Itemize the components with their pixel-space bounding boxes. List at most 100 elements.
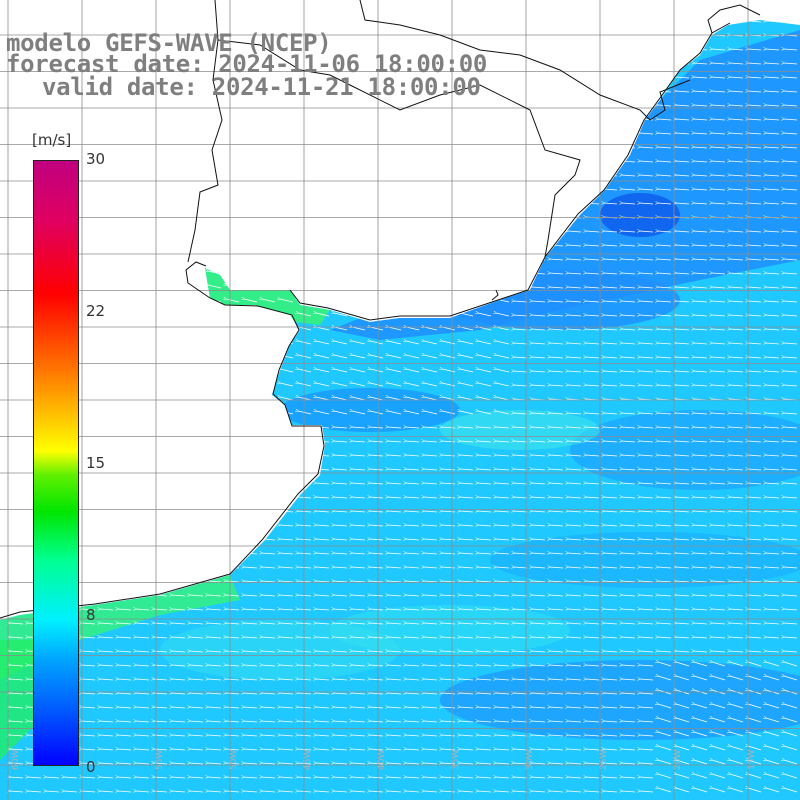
wind-arrow [316, 173, 330, 177]
wind-arrow [658, 21, 672, 22]
wind-arrow [10, 229, 24, 233]
wind-arrow [784, 63, 798, 64]
wind-arrow [532, 413, 546, 414]
wind-arrow [766, 469, 780, 470]
wind-arrow [694, 315, 708, 316]
wind-arrow [172, 455, 186, 456]
wind-arrow [388, 355, 402, 359]
wind-arrow [136, 243, 150, 247]
wind-arrow [694, 413, 708, 414]
wind-arrow [694, 91, 708, 92]
wind-arrow [208, 201, 222, 205]
wind-arrow [10, 285, 24, 289]
wind-arrow [478, 441, 492, 442]
wind-arrow [100, 497, 114, 498]
wind-arrow [622, 63, 636, 64]
wind-arrow [586, 133, 600, 134]
wind-arrow [568, 203, 582, 204]
wind-arrow [622, 259, 636, 260]
wind-arrow [10, 595, 24, 596]
wind-arrow [388, 299, 402, 303]
wind-arrow [118, 117, 132, 121]
wind-arrow [334, 313, 348, 317]
wind-arrow [82, 355, 96, 359]
wind-arrow [640, 49, 654, 50]
wind-arrow [460, 229, 474, 233]
wind-arrow [532, 91, 546, 92]
wind-arrow [460, 411, 474, 415]
wind-arrow [82, 441, 96, 442]
wind-arrow [622, 371, 636, 372]
wind-arrow [640, 441, 654, 442]
wind-arrow [316, 327, 330, 331]
wind-arrow [730, 259, 744, 260]
wind-arrow [748, 91, 762, 92]
wind-arrow [676, 105, 690, 106]
wind-arrow [496, 145, 510, 149]
wind-arrow [226, 117, 240, 121]
wind-arrow [568, 455, 582, 456]
wind-arrow [82, 581, 96, 582]
wind-arrow [334, 103, 348, 107]
wind-arrow [406, 257, 420, 261]
wind-arrow [370, 229, 384, 233]
wind-arrow [388, 313, 402, 317]
wind-arrow [208, 411, 222, 415]
wind-arrow [280, 145, 294, 149]
wind-arrow [604, 133, 618, 134]
wind-arrow [406, 483, 420, 484]
wind-arrow [514, 441, 528, 442]
wind-arrow [622, 133, 636, 134]
wind-arrow [136, 525, 150, 526]
wind-arrow [730, 441, 744, 442]
wind-arrow [244, 173, 258, 177]
wind-arrow [694, 357, 708, 358]
wind-arrow [352, 427, 366, 428]
wind-arrow [676, 329, 690, 330]
wind-arrow [748, 259, 762, 260]
wind-arrow [82, 285, 96, 289]
wind-arrow [442, 229, 456, 233]
wind-arrow [712, 273, 726, 274]
wind-arrow [460, 355, 474, 359]
wind-arrow [262, 271, 276, 275]
wind-arrow [316, 117, 330, 121]
wind-arrow [46, 103, 60, 107]
wind-arrow [334, 285, 348, 289]
wind-arrow [226, 299, 240, 303]
wind-arrow [244, 145, 258, 149]
wind-arrow [478, 33, 492, 37]
wind-arrow [82, 243, 96, 247]
wind-arrow [298, 313, 312, 317]
wind-arrow [172, 285, 186, 289]
wind-arrow [226, 553, 240, 554]
wind-arrow [370, 103, 384, 107]
wind-arrow [352, 131, 366, 135]
wind-arrow [244, 243, 258, 247]
wind-arrow [784, 77, 798, 78]
wind-arrow [766, 49, 780, 50]
wind-arrow [82, 595, 96, 596]
wind-arrow [478, 131, 492, 135]
wind-arrow [658, 427, 672, 428]
wind-arrow [118, 567, 132, 568]
wind-arrow [478, 469, 492, 470]
wind-arrow [424, 355, 438, 359]
wind-arrow [298, 455, 312, 456]
wind-arrow [730, 357, 744, 358]
wind-arrow [568, 245, 582, 246]
wind-arrow [496, 369, 510, 373]
wind-arrow [10, 201, 24, 205]
wind-arrow [406, 173, 420, 177]
wind-arrow [532, 245, 546, 246]
wind-arrow [406, 355, 420, 359]
wind-arrow [352, 243, 366, 247]
wind-arrow [586, 49, 600, 50]
wind-arrow [226, 229, 240, 233]
wind-arrow [334, 243, 348, 247]
wind-arrow [478, 285, 492, 289]
wind-arrow [478, 257, 492, 261]
wind-arrow [658, 133, 672, 134]
wind-arrow [298, 229, 312, 233]
wind-arrow [370, 469, 384, 470]
